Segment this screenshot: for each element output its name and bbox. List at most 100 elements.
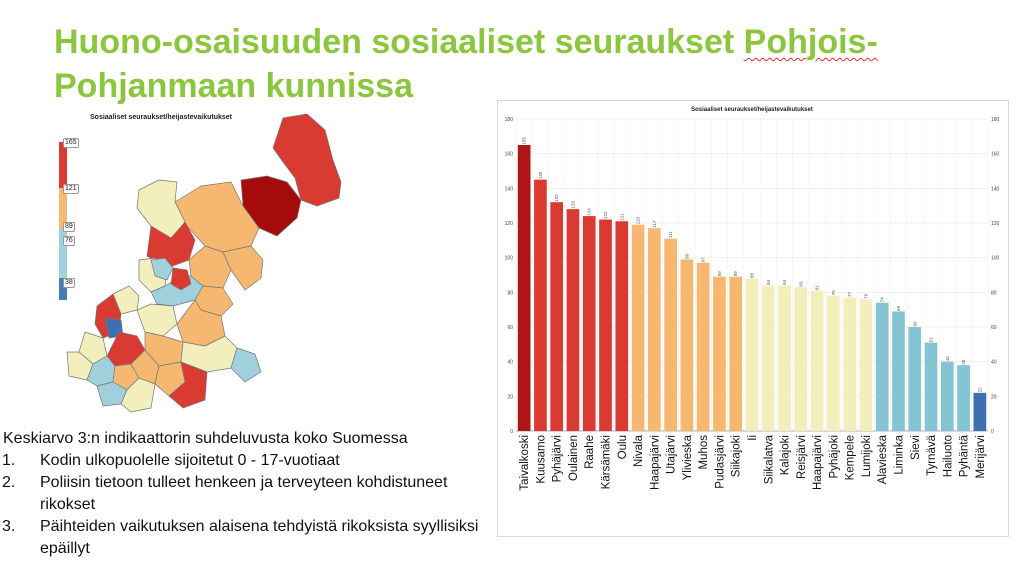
legend-segment-orange	[59, 188, 67, 228]
bar-value-label: 99	[684, 253, 689, 259]
x-tick-label: Muhos	[698, 435, 710, 470]
bar	[843, 297, 857, 431]
x-tick-label: Alavieska	[877, 434, 889, 484]
bar	[761, 285, 775, 431]
x-tick-label: Liminka	[893, 434, 905, 474]
bar	[550, 202, 564, 431]
title-part-1: Huono-osaisuuden sosiaaliset seuraukset	[54, 23, 744, 61]
municipality-map	[66, 113, 342, 413]
notes-item-text: Poliisin tietoon tulleet henkeen ja terv…	[40, 474, 448, 513]
bar	[778, 285, 791, 431]
bar-value-label: 132	[554, 194, 559, 202]
y-tick-label-left: 140	[505, 186, 514, 192]
y-tick-label-right: 20	[991, 394, 997, 400]
y-tick-label-left: 40	[507, 360, 513, 366]
bar	[810, 290, 824, 431]
title-part-3: Pohjanmaan kunnissa	[54, 67, 413, 105]
bar	[631, 224, 645, 431]
x-tick-label: Pyhäntä	[959, 434, 971, 477]
bar	[940, 361, 954, 431]
x-tick-label: Kalajoki	[780, 435, 792, 475]
map-region-pudasjarvi	[174, 181, 260, 253]
y-tick-label-right: 0	[991, 429, 994, 435]
x-tick-label: Haapajärvi	[812, 435, 824, 490]
bar	[713, 276, 726, 431]
notes-item-number: 2.	[2, 474, 16, 491]
x-tick-label: Haapajärvi	[649, 435, 661, 490]
notes-intro: Keskiarvo 3:n indikaattorin suhdeluvusta…	[3, 430, 408, 447]
map-legend: 165 121 89 76 38	[55, 138, 79, 308]
legend-segment-lightblue	[59, 228, 67, 278]
x-tick-label: Pyhäjärvi	[552, 435, 564, 482]
x-tick-label: Siikajoki	[731, 435, 743, 477]
bar-value-label: 124	[587, 208, 592, 216]
map-region-blue-east	[150, 257, 174, 281]
x-tick-label: Ylivieska	[682, 434, 694, 480]
bar	[664, 238, 677, 431]
map-title: Sosiaaliset seuraukset/heijastevaikutuks…	[90, 114, 233, 121]
bar	[582, 216, 596, 431]
x-tick-label: Merijärvi	[975, 435, 987, 478]
bar	[745, 278, 759, 431]
y-tick-label-left: 60	[507, 325, 513, 331]
bar-value-label: 89	[733, 271, 738, 277]
legend-segment-red	[59, 142, 67, 188]
x-tick-label: Kärsämäki	[601, 435, 613, 489]
bar-value-label: 119	[636, 217, 641, 225]
bar	[696, 262, 710, 431]
bar-value-label: 89	[717, 271, 722, 277]
x-tick-label: Oulainen	[568, 435, 580, 481]
y-tick-label-right: 40	[991, 360, 997, 366]
bar-chart-panel: Sosiaaliset seuraukset/heijastevaikutuks…	[497, 100, 1009, 537]
y-tick-label-left: 120	[505, 221, 514, 227]
notes-item: 3. Päihteiden vaikutuksen alaisena tehdyi…	[0, 516, 480, 560]
x-tick-label: Siikalatva	[763, 434, 775, 484]
map-region-taivalkoski-s	[222, 245, 264, 291]
bar-value-label: 145	[538, 171, 543, 179]
bar	[875, 302, 889, 431]
y-tick-label-left: 0	[510, 429, 513, 435]
bar	[566, 209, 580, 431]
bar-value-label: 38	[961, 359, 966, 365]
title-part-2: Pohjois-	[743, 23, 878, 61]
bar-value-label: 40	[945, 356, 950, 362]
notes-item-text: Kodin ulkopuolelle sijoitetut 0 - 17-vuo…	[40, 452, 340, 469]
notes-item-number: 3.	[2, 518, 16, 535]
bar	[794, 287, 808, 431]
bar-value-label: 84	[766, 279, 771, 285]
bar-value-label: 22	[977, 387, 982, 393]
bar-value-label: 117	[652, 220, 657, 228]
x-tick-label: Utajärvi	[666, 435, 678, 474]
legend-label-2: 121	[63, 184, 79, 194]
bar	[827, 295, 840, 431]
x-tick-label: Reisjärvi	[796, 435, 808, 479]
notes-item-number: 1.	[2, 452, 16, 469]
x-tick-label: Pyhäjoki	[828, 435, 840, 478]
x-tick-label: Lumijoki	[861, 435, 873, 477]
bar	[892, 311, 905, 431]
x-tick-label: Oulu	[617, 435, 629, 459]
bar-value-label: 88	[750, 272, 755, 278]
bar	[647, 228, 661, 431]
bar-value-label: 165	[522, 136, 527, 144]
bar-value-label: 83	[798, 281, 803, 287]
notes-list: 1. Kodin ulkopuolelle sijoitetut 0 - 17-v…	[0, 450, 480, 560]
bar	[924, 342, 938, 431]
bar-value-label: 81	[815, 285, 820, 291]
y-tick-label-left: 180	[505, 117, 514, 123]
map-panel: Sosiaaliset seuraukset/heijastevaikutuks…	[55, 110, 355, 420]
bar	[534, 179, 547, 431]
x-tick-label: Kuusamo	[535, 435, 547, 484]
legend-label-3: 89	[63, 222, 75, 232]
bar	[615, 221, 629, 431]
x-tick-label: Sievi	[910, 435, 922, 460]
x-tick-label: Tyrnävä	[926, 434, 938, 476]
bar	[859, 299, 873, 431]
bar-value-label: 69	[896, 305, 901, 311]
notes-item-text: Päihteiden vaikutuksen alaisena tehdyist…	[40, 518, 479, 557]
y-tick-label-right: 80	[991, 290, 997, 296]
y-tick-label-left: 80	[507, 290, 513, 296]
bar-value-label: 77	[847, 292, 852, 298]
bar-value-label: 111	[668, 231, 673, 238]
bar-value-label: 121	[619, 213, 624, 221]
